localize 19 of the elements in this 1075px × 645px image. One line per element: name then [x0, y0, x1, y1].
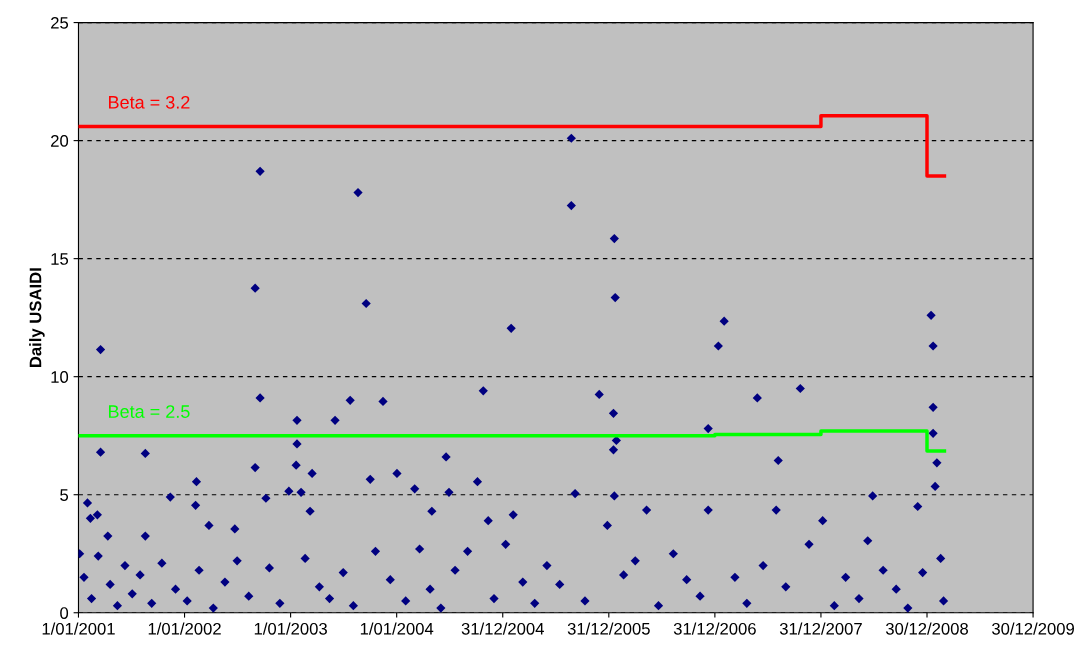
- y-tick-label: 20: [51, 135, 69, 147]
- y-tick-label: 15: [51, 253, 69, 265]
- x-tick-label: 31/12/2007: [779, 622, 862, 635]
- y-axis-title: Daily USAIDI: [29, 268, 45, 368]
- y-tick-label: 5: [60, 489, 69, 501]
- x-tick-label: 1/01/2004: [360, 622, 434, 635]
- x-tick-label: 31/12/2004: [461, 622, 544, 635]
- x-tick-label: 30/12/2008: [885, 622, 968, 635]
- x-tick-label: 31/12/2006: [673, 622, 756, 635]
- x-tick-label: 30/12/2009: [992, 622, 1074, 635]
- y-tick-label: 0: [60, 607, 69, 619]
- x-tick-label: 1/01/2003: [254, 622, 327, 635]
- x-tick-label: 31/12/2005: [567, 622, 650, 635]
- series-label: Beta = 3.2: [109, 95, 190, 109]
- y-tick-label: 10: [51, 371, 69, 383]
- x-tick-label: 1/01/2002: [148, 622, 221, 635]
- y-tick-label: 25: [51, 16, 69, 29]
- series-label: Beta = 2.5: [109, 405, 190, 418]
- x-tick-label: 1/01/2001: [42, 622, 115, 635]
